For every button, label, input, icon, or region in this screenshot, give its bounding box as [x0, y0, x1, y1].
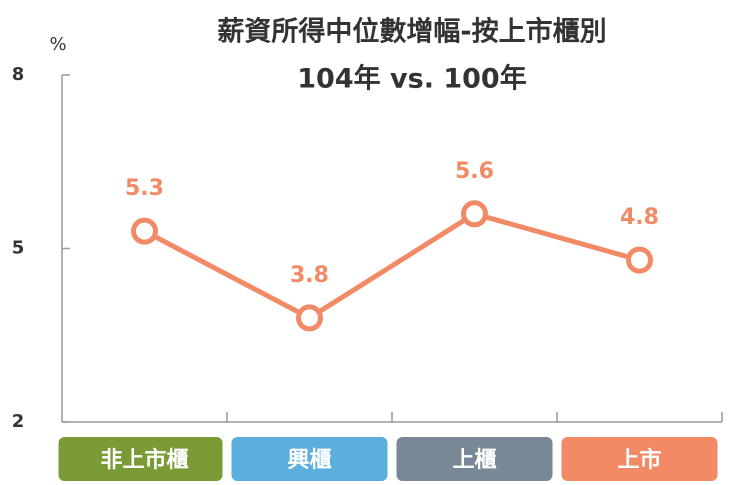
data-point	[626, 246, 653, 274]
chart-subtitle: 104年 vs. 100年	[297, 63, 526, 95]
data-label: 5.6	[455, 159, 494, 184]
x-tick-label: 興櫃	[287, 448, 331, 473]
category-box	[58, 437, 223, 481]
data-label: 5.3	[125, 176, 164, 201]
y-tick-label: 2	[12, 411, 25, 432]
x-tick-label: 上櫃	[452, 448, 496, 473]
data-line	[143, 211, 641, 321]
y-tick-label: 5	[12, 238, 25, 259]
x-tick-label: 非上市櫃	[100, 447, 188, 473]
data-point	[461, 200, 488, 228]
chart-title: 薪資所得中位數增幅-按上市櫃別	[217, 16, 606, 48]
y-tick-label: 8	[12, 64, 25, 85]
data-label: 3.8	[290, 263, 329, 288]
x-tick-label: 上市	[617, 447, 661, 473]
data-point	[131, 217, 158, 245]
category-box	[396, 437, 553, 481]
data-label: 4.8	[620, 205, 659, 230]
y-axis-label: %	[49, 34, 66, 55]
category-box	[231, 437, 388, 481]
data-point	[296, 304, 323, 332]
category-box	[561, 437, 718, 481]
